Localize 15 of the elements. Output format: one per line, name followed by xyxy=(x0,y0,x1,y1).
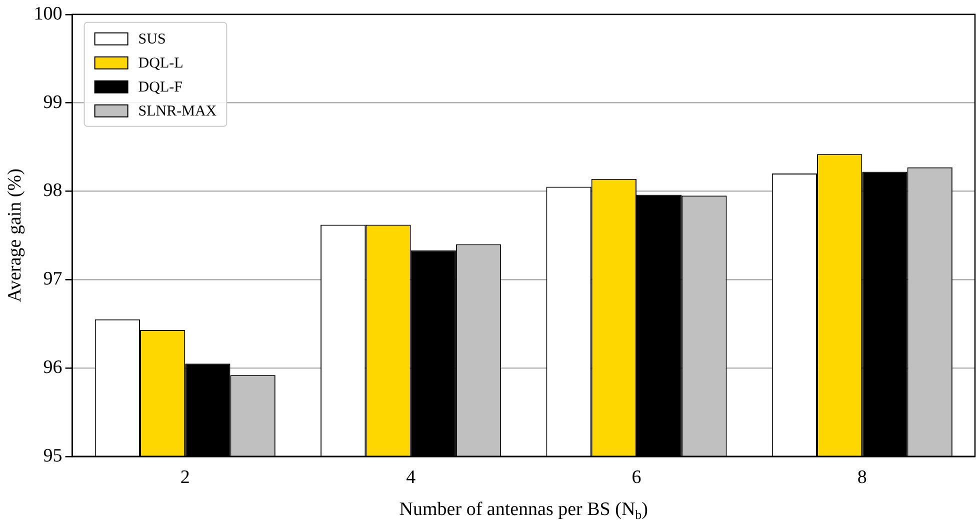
x-tick-label: 2 xyxy=(180,466,190,488)
x-tick-label: 6 xyxy=(632,466,642,488)
y-tick-label: 95 xyxy=(43,445,62,466)
y-tick-label: 100 xyxy=(34,3,62,24)
legend-label: DQL-F xyxy=(138,79,182,96)
x-tick-label: 4 xyxy=(406,466,416,488)
legend-label: SUS xyxy=(138,31,166,48)
x-tick-label: 8 xyxy=(857,466,867,488)
y-tick-label: 97 xyxy=(43,268,62,290)
y-axis-title: Average gain (%) xyxy=(4,168,26,302)
y-tick-label: 99 xyxy=(43,92,62,113)
y-tick-label: 98 xyxy=(43,180,62,202)
y-tick-label: 96 xyxy=(43,356,62,378)
legend-label: DQL-L xyxy=(138,55,184,72)
legend-label: SLNR-MAX xyxy=(138,103,217,120)
